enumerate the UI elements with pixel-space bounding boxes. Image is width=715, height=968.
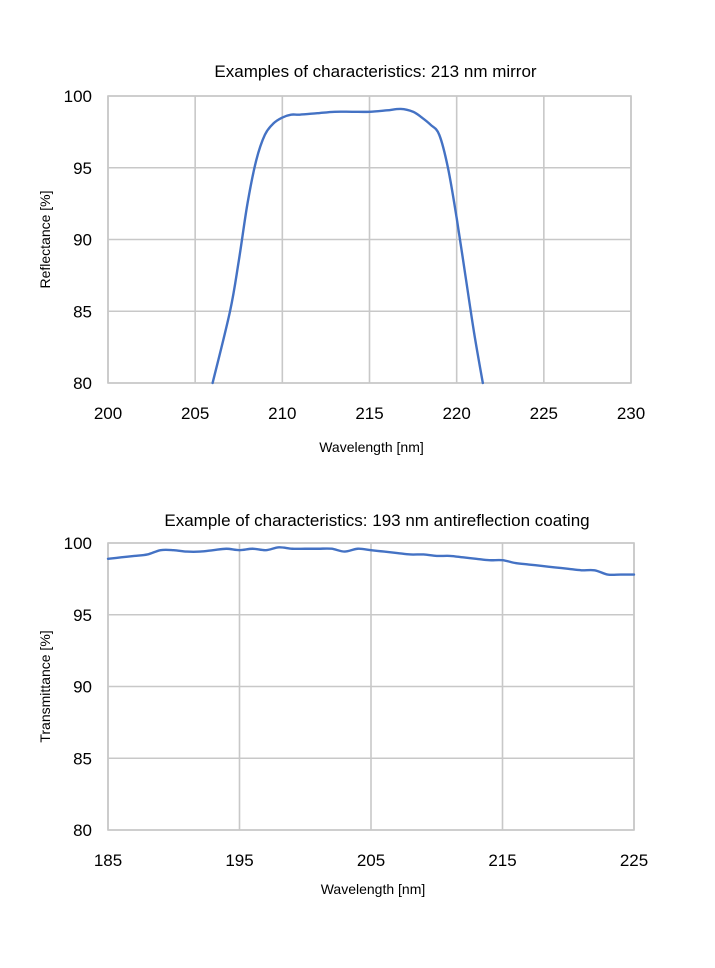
chart-title: Examples of characteristics: 213 nm mirr… xyxy=(214,62,536,81)
x-tick-label: 230 xyxy=(617,404,645,423)
plot-frame xyxy=(107,95,632,384)
x-tick-label: 225 xyxy=(530,404,558,423)
y-tick-label: 90 xyxy=(73,231,92,250)
y-tick-label: 80 xyxy=(73,374,92,393)
x-tick-label: 205 xyxy=(357,851,385,870)
chart-1: Examples of characteristics: 213 nm mirr… xyxy=(37,62,645,455)
series-line xyxy=(211,107,485,385)
x-tick-label: 215 xyxy=(488,851,516,870)
x-axis-label: Wavelength [nm] xyxy=(321,881,426,897)
y-tick-label: 100 xyxy=(64,534,92,553)
plot-frame xyxy=(107,542,635,831)
x-tick-label: 210 xyxy=(268,404,296,423)
x-tick-label: 200 xyxy=(94,404,122,423)
y-tick-label: 85 xyxy=(73,749,92,768)
x-tick-label: 195 xyxy=(225,851,253,870)
x-tick-label: 185 xyxy=(94,851,122,870)
chart-2: Example of characteristics: 193 nm antir… xyxy=(37,511,648,897)
y-tick-label: 80 xyxy=(73,821,92,840)
y-tick-label: 90 xyxy=(73,678,92,697)
y-axis-label: Transmittance [%] xyxy=(37,630,53,742)
y-tick-label: 95 xyxy=(73,606,92,625)
series-line xyxy=(106,546,636,577)
x-tick-label: 215 xyxy=(355,404,383,423)
y-tick-label: 95 xyxy=(73,159,92,178)
y-axis-label: Reflectance [%] xyxy=(37,190,53,288)
y-tick-label: 100 xyxy=(64,87,92,106)
x-axis-label: Wavelength [nm] xyxy=(319,439,424,455)
y-tick-label: 85 xyxy=(73,302,92,321)
x-tick-label: 220 xyxy=(442,404,470,423)
x-tick-label: 225 xyxy=(620,851,648,870)
x-tick-label: 205 xyxy=(181,404,209,423)
chart-title: Example of characteristics: 193 nm antir… xyxy=(164,511,589,530)
